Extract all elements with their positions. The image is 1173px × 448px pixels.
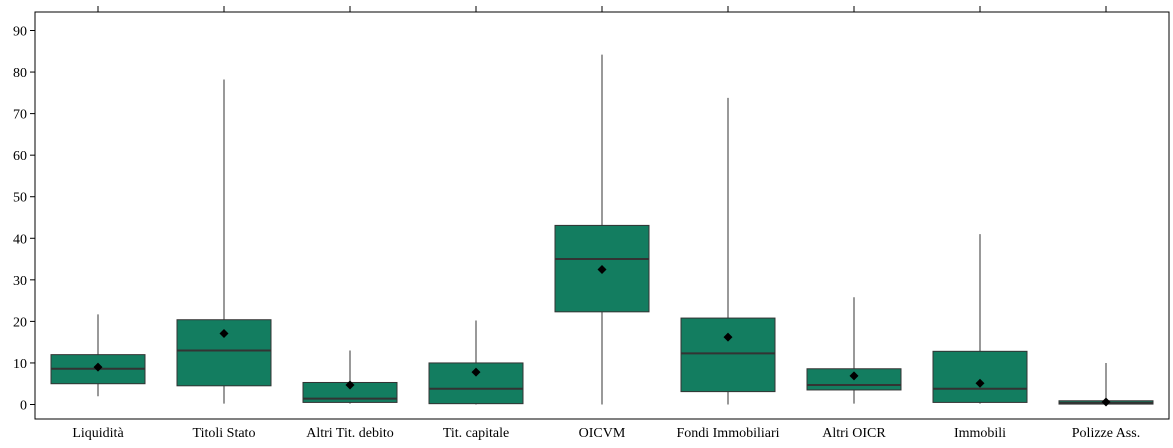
mean-marker	[975, 378, 985, 388]
category-label: Titoli Stato	[193, 426, 256, 441]
box-group	[176, 79, 272, 404]
mean-marker	[723, 332, 733, 342]
labels-layer: 0 10 20 30 40 50 60 70 80 90 Liquidità Titoli Stato…	[13, 25, 1140, 442]
boxes-layer	[50, 54, 1154, 407]
mean-marker	[471, 367, 481, 377]
category-label: Immobili	[954, 426, 1006, 441]
y-tick-label: 50	[13, 191, 27, 206]
mean-marker	[219, 328, 229, 338]
box-iqr	[932, 350, 1028, 403]
box-group	[554, 54, 650, 405]
y-tick-label: 80	[13, 66, 27, 81]
y-tick-label: 10	[13, 357, 27, 372]
category-label: Altri OICR	[822, 426, 886, 441]
y-tick-label: 60	[13, 149, 27, 164]
y-tick-label: 70	[13, 108, 27, 123]
box-group	[302, 350, 398, 404]
mean-marker	[597, 264, 607, 274]
mean-marker	[849, 371, 859, 381]
y-tick-label: 40	[13, 232, 27, 247]
mean-marker	[93, 362, 103, 372]
category-label: Fondi Immobiliari	[676, 426, 779, 441]
box-group	[428, 320, 524, 405]
box-group	[50, 314, 146, 397]
box-group	[932, 234, 1028, 404]
category-label: OICVM	[579, 426, 626, 441]
category-label: Liquidità	[72, 426, 124, 441]
category-label: Polizze Ass.	[1072, 426, 1140, 441]
axes-layer	[30, 6, 1170, 420]
box-group	[806, 297, 902, 404]
y-tick-label: 0	[20, 399, 27, 414]
category-label: Altri Tit. debito	[306, 426, 394, 441]
y-tick-label: 30	[13, 274, 27, 289]
box-group	[680, 97, 776, 405]
y-tick-label: 90	[13, 25, 27, 40]
category-label: Tit. capitale	[443, 426, 509, 441]
mean-marker	[345, 380, 355, 390]
box-iqr	[680, 317, 776, 393]
mean-marker	[1101, 397, 1111, 407]
y-tick-label: 20	[13, 315, 27, 330]
box-group	[1058, 362, 1154, 407]
